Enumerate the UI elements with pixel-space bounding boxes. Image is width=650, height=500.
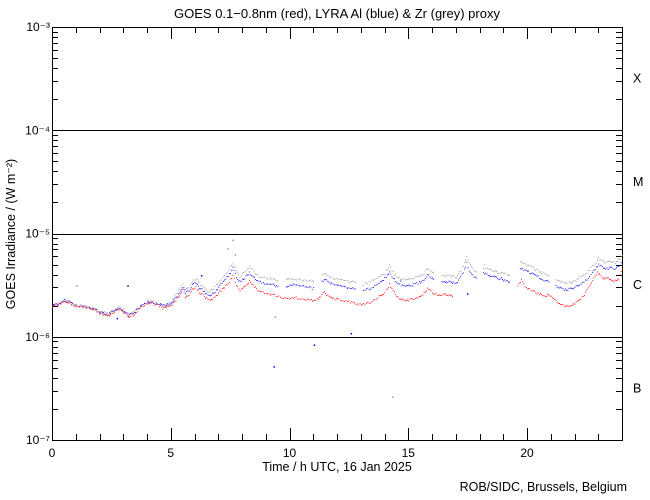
x-tick-label: 15 xyxy=(402,446,416,460)
x-tick-label: 5 xyxy=(167,446,174,460)
x-axis-ticks xyxy=(52,27,623,440)
flare-class-label: M xyxy=(633,175,643,189)
outlier-point xyxy=(466,293,469,295)
y-tick-label: 10⁻³ xyxy=(26,20,50,34)
x-tick-label: 0 xyxy=(49,446,56,460)
outlier-point xyxy=(392,396,394,398)
y-tick-label: 10⁻⁶ xyxy=(25,330,50,344)
outlier-point xyxy=(232,239,234,242)
outlier-point xyxy=(116,317,119,320)
series-goes xyxy=(52,268,623,318)
flare-class-label: B xyxy=(633,381,641,395)
outlier-points xyxy=(76,239,469,398)
plot-area: 10⁻³ 10⁻⁴ 10⁻⁵ 10⁻⁶ 10⁻⁷0 5 10 15 20 X M C B xyxy=(25,20,643,460)
y-tick-labels: 10⁻³ 10⁻⁴ 10⁻⁵ 10⁻⁶ 10⁻⁷ xyxy=(25,20,50,447)
outlier-point xyxy=(313,344,316,346)
outlier-point xyxy=(76,285,78,287)
outlier-point xyxy=(350,333,353,335)
outlier-point xyxy=(200,275,203,277)
chart-title: GOES 0.1−0.8nm (red), LYRA Al (blue) & Z… xyxy=(174,6,500,21)
flare-class-labels: X M C B xyxy=(633,72,643,396)
credit-text: ROB/SIDC, Brussels, Belgium xyxy=(460,480,627,494)
x-axis-label: Time / h UTC, 16 Jan 2025 xyxy=(262,460,412,474)
x-tick-labels: 0 5 10 15 20 xyxy=(49,446,534,460)
y-tick-label: 10⁻⁴ xyxy=(25,123,50,137)
y-tick-label: 10⁻⁵ xyxy=(25,227,50,241)
series-lyra_zr xyxy=(52,255,623,315)
x-tick-label: 20 xyxy=(520,446,534,460)
x-tick-label: 10 xyxy=(283,446,297,460)
outlier-point xyxy=(274,316,277,318)
flare-class-label: C xyxy=(633,278,642,292)
outlier-point xyxy=(273,366,275,368)
y-axis-label: GOES Irradiance / (W m⁻²) xyxy=(4,159,18,309)
y-tick-label: 10⁻⁷ xyxy=(26,433,50,447)
flare-class-lines xyxy=(52,130,622,338)
outlier-point xyxy=(234,254,237,256)
outlier-point xyxy=(227,248,229,250)
flare-class-label: X xyxy=(633,72,642,86)
outlier-point xyxy=(127,285,129,287)
